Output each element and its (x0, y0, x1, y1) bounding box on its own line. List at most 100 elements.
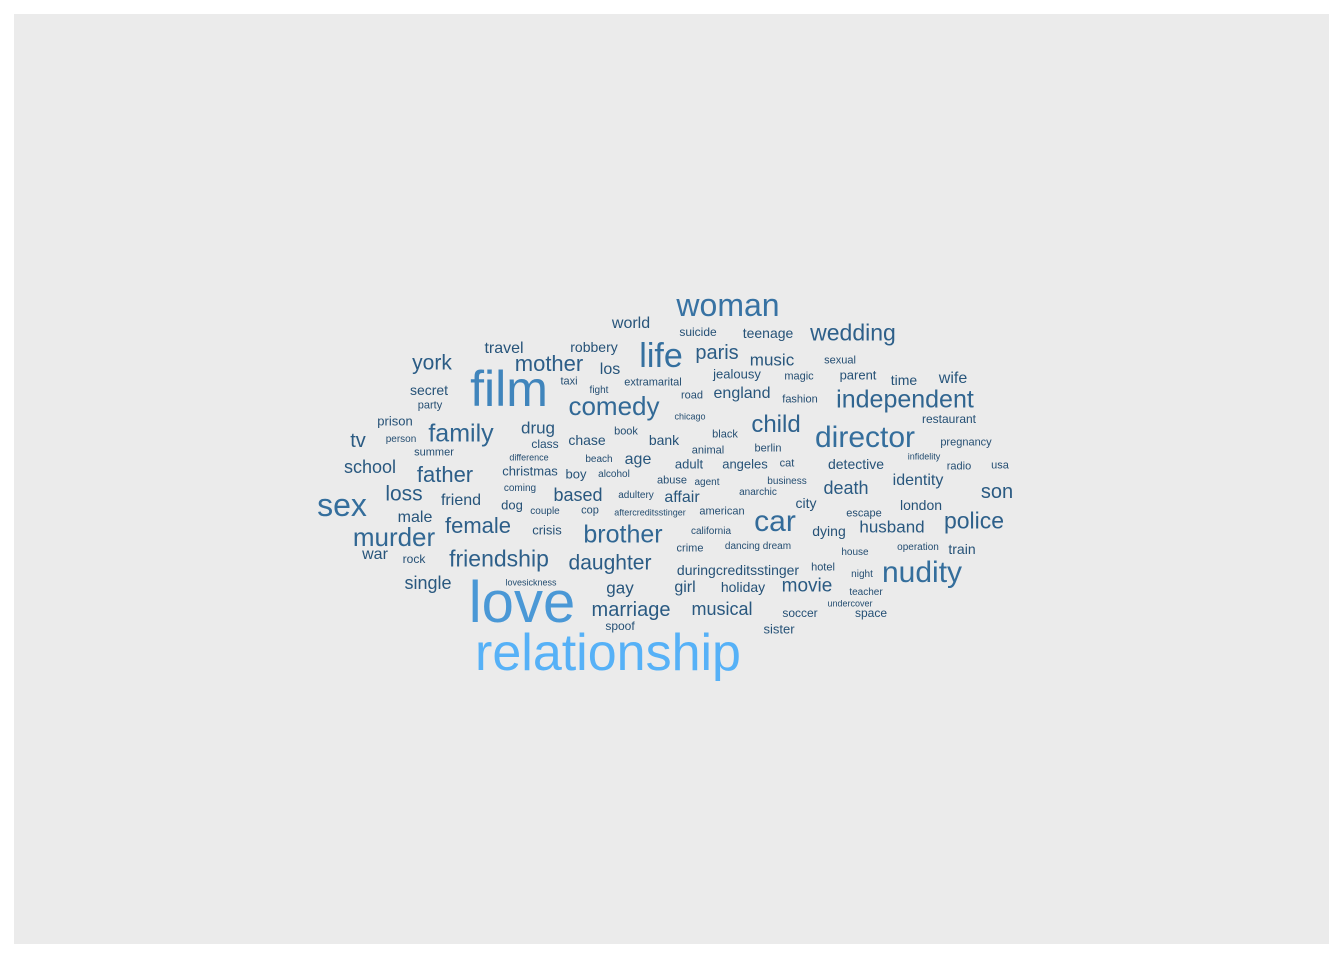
word-loss: loss (385, 482, 423, 506)
word-road: road (680, 389, 704, 402)
word-rock: rock (402, 552, 426, 566)
word-train: train (948, 541, 976, 557)
word-suicide: suicide (679, 325, 717, 339)
word-travel: travel (484, 340, 524, 357)
word-marriage: marriage (591, 599, 671, 621)
word-time: time (890, 372, 918, 388)
word-female: female (444, 513, 512, 538)
word-girl: girl (674, 579, 696, 596)
word-nudity: nudity (881, 556, 963, 589)
word-fight: fight (589, 385, 609, 396)
word-alcohol: alcohol (598, 469, 630, 480)
word-couple: couple (530, 506, 560, 517)
word-parent: parent (839, 367, 877, 383)
word-christmas: christmas (502, 463, 558, 479)
word-undercover: undercover (827, 598, 873, 609)
word-child: child (751, 411, 801, 438)
word-beach: beach (585, 454, 613, 465)
word-identity: identity (892, 472, 944, 489)
word-life: life (639, 337, 683, 375)
word-wedding: wedding (810, 319, 896, 346)
plot-panel (14, 14, 1329, 944)
word-agent: agent (694, 477, 720, 488)
word-school: school (343, 457, 397, 477)
word-death: death (823, 478, 869, 498)
word-drug: drug (520, 418, 556, 438)
word-wife: wife (938, 370, 968, 387)
word-berlin: berlin (754, 442, 782, 455)
word-film: film (470, 361, 548, 417)
word-party: party (417, 399, 443, 412)
word-boy: boy (565, 466, 587, 482)
word-usa: usa (991, 459, 1009, 472)
word-soccer: soccer (782, 606, 818, 620)
word-chase: chase (568, 432, 606, 448)
word-fashion: fashion (782, 393, 818, 406)
word-secret: secret (409, 382, 449, 398)
word-sex: sex (317, 487, 367, 523)
word-coming: coming (503, 483, 537, 494)
word-murder: murder (352, 522, 436, 552)
word-black: black (712, 428, 738, 441)
word-friendship: friendship (449, 545, 549, 572)
word-cat: cat (779, 457, 795, 470)
word-lovesickness: lovesickness (505, 577, 557, 588)
word-operation: operation (897, 542, 939, 553)
word-magic: magic (784, 370, 814, 383)
word-teacher: teacher (849, 587, 883, 598)
word-world: world (611, 315, 651, 332)
word-crisis: crisis (532, 522, 562, 538)
word-movie: movie (781, 575, 833, 597)
word-anarchic: anarchic (739, 487, 777, 498)
word-brother: brother (583, 520, 663, 549)
word-car: car (754, 505, 796, 538)
word-pregnancy: pregnancy (940, 436, 992, 449)
word-class: class (531, 437, 559, 451)
word-detective: detective (827, 456, 885, 472)
word-affair: affair (664, 489, 700, 506)
word-book: book (614, 425, 638, 438)
word-animal: animal (691, 444, 725, 457)
word-adult: adult (674, 456, 704, 472)
word-dancing-dream: dancing dream (724, 541, 792, 552)
word-woman: woman (676, 287, 780, 323)
word-duringcreditsstinger: duringcreditsstinger (676, 562, 800, 578)
word-angeles: angeles (722, 456, 768, 472)
word-night: night (851, 569, 873, 580)
word-son: son (980, 481, 1014, 503)
word-sexual: sexual (824, 354, 856, 367)
word-space: space (854, 606, 888, 620)
word-london: london (899, 497, 943, 513)
word-england: england (713, 385, 771, 402)
word-escape: escape (846, 507, 882, 520)
word-business: business (767, 476, 807, 487)
word-adultery: adultery (618, 490, 654, 501)
word-friend: friend (440, 492, 482, 509)
word-mother: mother (514, 351, 584, 376)
word-independent: independent (836, 385, 974, 414)
word-chicago: chicago (674, 411, 706, 422)
word-spoof: spoof (605, 619, 635, 633)
word-teenage: teenage (742, 325, 794, 341)
word-infidelity: infidelity (907, 451, 941, 462)
word-abuse: abuse (657, 474, 687, 487)
word-california: california (690, 526, 732, 537)
word-radio: radio (946, 460, 972, 473)
word-dying: dying (812, 523, 846, 539)
word-love: love (468, 570, 576, 635)
word-gay: gay (606, 578, 634, 598)
word-taxi: taxi (560, 375, 578, 388)
word-summer: summer (414, 446, 454, 459)
word-crime: crime (676, 542, 704, 555)
word-father: father (416, 462, 474, 487)
word-robbery: robbery (570, 339, 618, 355)
word-music: music (749, 350, 795, 370)
word-based: based (553, 485, 603, 505)
word-family: family (428, 419, 494, 448)
word-tv: tv (350, 430, 366, 452)
word-house: house (841, 547, 869, 558)
word-aftercreditsstinger: aftercreditsstinger (614, 507, 686, 518)
word-extramarital: extramarital (624, 376, 682, 389)
word-holiday: holiday (720, 579, 766, 595)
